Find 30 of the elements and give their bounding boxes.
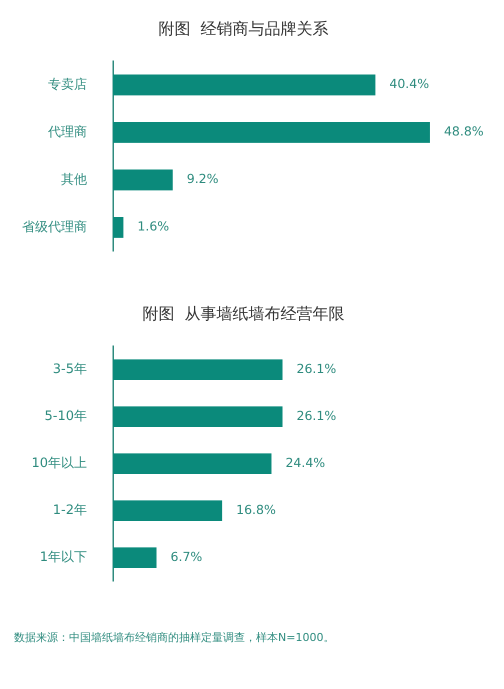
bar [113,359,283,380]
data-label: 9.2% [186,171,219,186]
bar [113,170,173,190]
data-label: 26.1% [296,408,336,423]
bar [113,453,272,474]
y-tick-label: 5-10年 [44,409,87,424]
y-tick-label: 省级代理商 [22,220,87,235]
bar [113,122,430,143]
bar [113,406,283,428]
y-tick-label: 专卖店 [48,76,87,92]
data-label: 16.8% [236,502,276,517]
data-label: 48.8% [444,124,484,139]
y-tick-label: 10年以上 [31,456,87,472]
y-tick-label: 3-5年 [52,362,87,378]
data-label: 26.1% [296,360,336,376]
y-tick-label: 其他 [61,172,87,188]
bar [113,500,222,522]
source-note: 数据来源：中国墙纸墙布经销商的抽样定量调查，样本N=1000。 [14,630,336,646]
data-label: 40.4% [389,76,430,92]
chart-title: 附图 从事墙纸墙布经营年限 [142,304,345,323]
chart-title: 附图 经销商与品牌关系 [158,18,329,38]
data-label: 24.4% [285,454,326,470]
data-label: 6.7% [170,548,202,564]
y-tick-label: 1年以下 [40,550,87,566]
y-tick-label: 代理商 [47,124,87,140]
bar [113,74,376,96]
bar [113,217,124,238]
y-tick-label: 1-2年 [52,503,87,518]
bar [113,547,157,568]
data-label: 1.6% [137,218,170,234]
